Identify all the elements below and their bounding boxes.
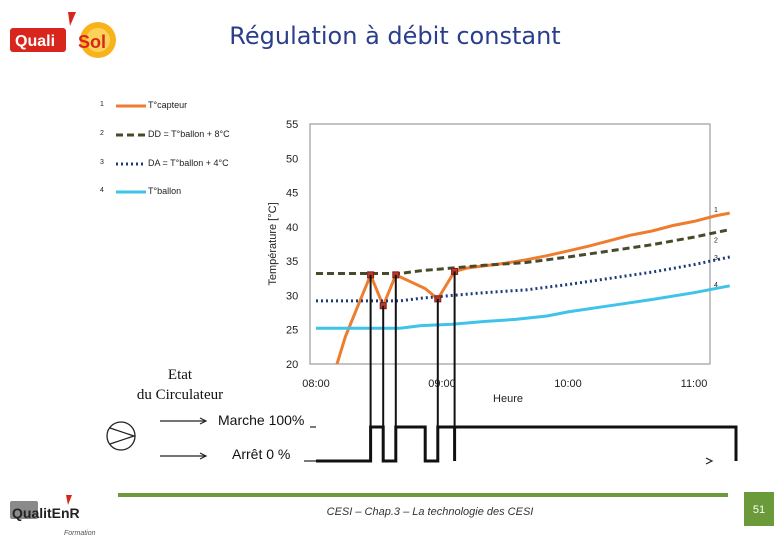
footer-brand: QualitEnR	[12, 505, 80, 521]
y-tick-label: 40	[286, 222, 298, 234]
pump-on-label: Marche 100%	[218, 412, 305, 428]
y-tick-label: 25	[286, 325, 298, 337]
pump-state-label: Etat du Circulateur	[118, 365, 242, 405]
chart-ticks: 20 25 30 35 40 45 50 55 08:00 09:00 10:00 11:00	[286, 119, 707, 390]
page-number-badge: 51	[744, 492, 774, 526]
plot-frame	[309, 123, 711, 365]
pump-state-label-line1: Etat	[167, 367, 193, 383]
legend-number: 1	[100, 101, 104, 108]
y-axis-label: Température [°C]	[267, 202, 279, 285]
series-line-4	[316, 284, 730, 330]
pump-state-diagram	[106, 271, 738, 465]
pump-off-label: Arrêt 0 %	[232, 446, 291, 462]
page-number: 51	[753, 504, 765, 516]
arrowhead-on-icon	[199, 417, 208, 425]
qualisol-logo: Quali Sol	[6, 8, 124, 70]
chart-series: 1 2 3 4	[316, 207, 731, 365]
x-tick-label: 11:00	[681, 378, 708, 390]
legend-number: 4	[100, 187, 104, 194]
legend-swatch-dashed	[116, 133, 146, 137]
logo-brand-right: Sol	[78, 32, 106, 52]
chart-grid	[309, 123, 711, 365]
series-end-label: 1	[714, 207, 718, 214]
y-tick-label: 35	[286, 256, 298, 268]
pump-state-label-line2: du Circulateur	[136, 387, 224, 403]
pump-symbol-icon	[106, 421, 136, 451]
pump-symbol-arrow-icon	[109, 427, 137, 445]
chart-legend: 1 T°capteur 2 DD = T°ballon + 8°C 3 DA =…	[100, 95, 270, 210]
time-arrow-icon	[705, 457, 714, 465]
logo-brand-left: Quali	[15, 33, 55, 50]
y-tick-label: 30	[286, 290, 298, 302]
legend-number: 2	[100, 130, 104, 137]
y-tick-label: 50	[286, 153, 298, 165]
legend-number: 3	[100, 159, 104, 166]
pump-state-signal	[316, 425, 738, 463]
legend-swatch-dotted	[116, 162, 146, 166]
series-line-2	[316, 228, 731, 275]
legend-label: T°ballon	[148, 186, 182, 196]
series-end-label: 4	[714, 282, 718, 289]
legend-label: DA = T°ballon + 4°C	[148, 158, 229, 168]
footer-text: CESI – Chap.3 – La technologie des CESI	[326, 506, 534, 518]
y-tick-label: 55	[286, 119, 298, 131]
y-tick-label: 45	[286, 188, 298, 200]
legend-label: DD = T°ballon + 8°C	[148, 129, 230, 139]
series-line-3	[316, 255, 731, 303]
page-title: Régulation à débit constant	[229, 22, 561, 50]
y-tick-label: 20	[286, 359, 298, 371]
x-tick-label: 10:00	[554, 378, 582, 390]
footer-brand-sub: Formation	[64, 530, 96, 537]
x-axis-label: Heure	[493, 393, 523, 405]
legend-label: T°capteur	[148, 100, 188, 110]
footer-divider	[118, 493, 728, 497]
x-tick-label: 08:00	[302, 378, 330, 390]
series-end-label: 3	[714, 255, 718, 262]
arrowhead-off-icon	[199, 452, 208, 460]
qualitenr-logo: QualitEnR Formation	[8, 495, 112, 539]
x-tick-label: 09:00	[428, 378, 456, 390]
series-end-label: 2	[714, 238, 718, 245]
legend-swatch-solid-orange	[116, 104, 146, 108]
legend-swatch-solid-cyan	[116, 190, 146, 194]
